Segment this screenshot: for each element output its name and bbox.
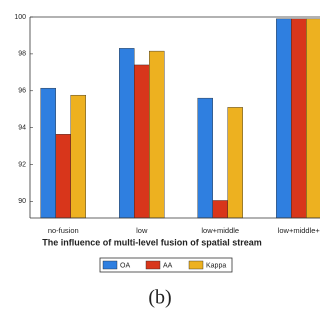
- bar: [197, 97, 213, 219]
- x-tick-label: low+middle+: [278, 226, 320, 235]
- bar: [276, 18, 292, 219]
- x-tick-label: low+middle: [201, 226, 239, 235]
- bar: [149, 50, 165, 219]
- legend-label: AA: [163, 262, 173, 269]
- x-tick-label: low: [136, 226, 148, 235]
- legend-swatch: [102, 260, 118, 270]
- bar: [55, 134, 71, 219]
- legend-swatch: [188, 260, 204, 270]
- y-tick-label: 96: [18, 88, 26, 95]
- y-tick-label: 92: [18, 161, 26, 168]
- legend-label: OA: [120, 262, 130, 269]
- caption: (b): [148, 287, 171, 309]
- legend-label: Kappa: [206, 262, 226, 269]
- legend-swatch: [145, 260, 161, 270]
- bar: [40, 87, 56, 219]
- y-tick-label: 90: [18, 198, 26, 205]
- x-tick-label: no-fusion: [48, 226, 79, 235]
- bar: [306, 18, 320, 219]
- y-tick-label: 98: [18, 51, 26, 58]
- y-tick-label: 94: [18, 124, 26, 131]
- bar: [119, 48, 135, 219]
- bar: [134, 64, 150, 219]
- bar: [212, 200, 228, 219]
- bar: [70, 94, 86, 219]
- x-axis-label: The influence of multi-level fusion of s…: [42, 237, 262, 247]
- bar: [291, 18, 307, 219]
- y-tick-label: 100: [14, 14, 26, 21]
- bar: [227, 107, 243, 219]
